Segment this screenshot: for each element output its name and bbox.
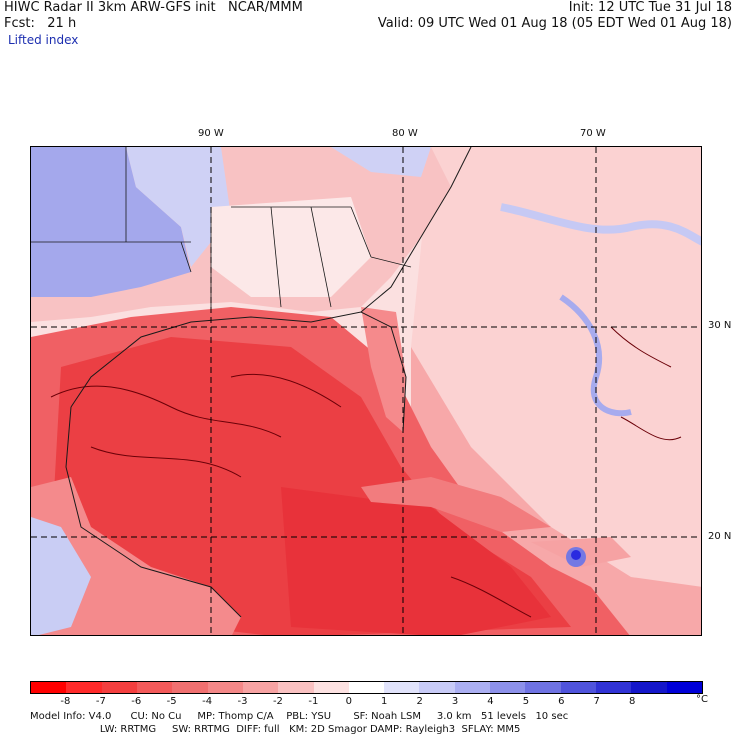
colorbar-tick-label: -5 xyxy=(166,696,177,707)
colorbar-swatch xyxy=(66,682,102,693)
colorbar-swatch xyxy=(384,682,420,693)
colorbar-swatch xyxy=(313,682,349,693)
cuba xyxy=(361,477,551,532)
colorbar-tick-label: 7 xyxy=(593,696,600,707)
colorbar-swatch xyxy=(454,682,491,693)
colorbar-swatch xyxy=(31,682,67,693)
gulf-coastline xyxy=(70,311,407,433)
colorbar-swatch xyxy=(596,682,632,693)
colorbar-tick-label: 4 xyxy=(487,696,494,707)
lifted-index-map xyxy=(30,146,702,636)
colorbar-tick-label: -2 xyxy=(272,696,283,707)
plains-blue xyxy=(31,147,191,297)
lat-label-30n: 30 N xyxy=(708,320,732,331)
lat-label-20n: 20 N xyxy=(708,531,732,542)
colorbar-swatch xyxy=(666,682,702,693)
init-time: Init: 12 UTC Tue 31 Jul 18 xyxy=(568,0,732,15)
east-coastline xyxy=(360,147,472,313)
colorbar-tick-label: 0 xyxy=(345,696,352,707)
atlantic-region xyxy=(411,147,701,587)
colorbar-tick-label: 2 xyxy=(416,696,423,707)
colorbar-tick-label: 3 xyxy=(451,696,459,707)
colorbar xyxy=(30,681,703,694)
colorbar-swatch xyxy=(490,682,526,693)
colorbar-swatch xyxy=(207,682,243,693)
lon-label-70w: 70 W xyxy=(580,128,606,139)
contour-lines xyxy=(50,326,682,618)
southeast-light xyxy=(211,197,371,297)
colorbar-swatch xyxy=(348,682,385,693)
colorbar-tick-label: -8 xyxy=(60,696,71,707)
colorbar-tick-label: -3 xyxy=(237,696,248,707)
colorbar-swatch xyxy=(278,682,314,693)
plains-light-blue xyxy=(126,147,231,267)
lon-label-80w: 80 W xyxy=(392,128,418,139)
colorbar-tick-label: -7 xyxy=(95,696,106,707)
map-canvas xyxy=(31,147,701,635)
colorbar-tick-label: -6 xyxy=(131,696,142,707)
lon-label-90w: 90 W xyxy=(198,128,224,139)
mexico-blue xyxy=(31,517,91,635)
northeast-blue xyxy=(331,147,431,177)
colorbar-tick-label: 1 xyxy=(381,696,388,707)
colorbar-swatch xyxy=(136,682,173,693)
colorbar-swatch xyxy=(525,682,561,693)
colorbar-unit: °C xyxy=(696,694,708,705)
colorbar-swatch xyxy=(101,682,137,693)
forecast-hour: Fcst: 21 h xyxy=(4,16,77,31)
atlantic-blue-swirl-2 xyxy=(500,203,701,246)
header-title: HIWC Radar II 3km ARW-GFS init NCAR/MMM xyxy=(4,0,303,15)
caribbean-core xyxy=(281,487,551,635)
colorbar-swatch xyxy=(560,682,596,693)
model-info-line2: LW: RRTMG SW: RRTMG DIFF: full KM: 2D Sm… xyxy=(30,724,521,735)
colorbar-tick-label: 6 xyxy=(558,696,565,707)
colorbar-swatch xyxy=(631,682,667,693)
colorbar-swatch xyxy=(419,682,455,693)
hispaniola-deep-blue xyxy=(571,550,581,560)
valid-time: Valid: 09 UTC Wed 01 Aug 18 (05 EDT Wed … xyxy=(377,16,732,31)
colorbar-tick-label: 8 xyxy=(628,696,636,707)
atlantic-blue-swirl-1 xyxy=(559,294,632,417)
model-info-line1: Model Info: V4.0 CU: No Cu MP: Thomp C/A… xyxy=(30,711,569,722)
colorbar-tick-label: -4 xyxy=(202,696,213,707)
colorbar-tick-label: -1 xyxy=(308,696,319,707)
colorbar-swatch xyxy=(242,682,279,693)
colorbar-tick-label: 5 xyxy=(522,696,530,707)
mexico-coastline xyxy=(65,406,242,618)
field-name: Lifted index xyxy=(8,33,79,47)
colorbar-swatch xyxy=(172,682,208,693)
